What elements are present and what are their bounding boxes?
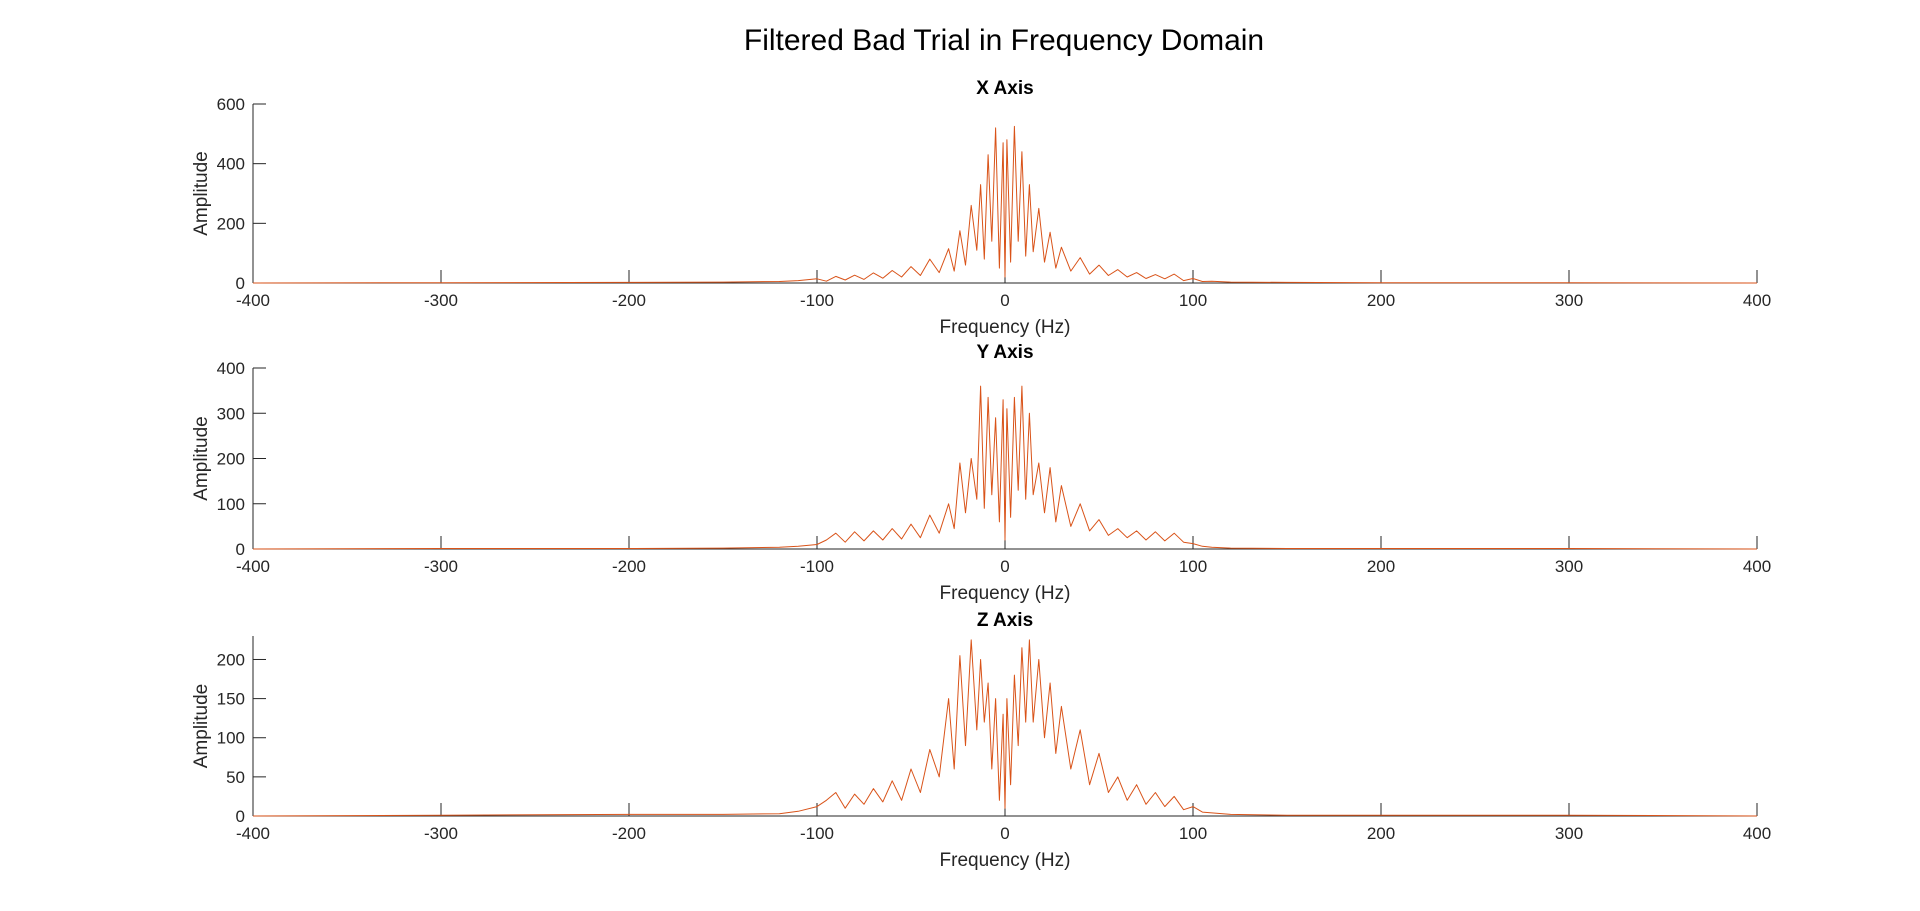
subplot-title: Y Axis bbox=[976, 342, 1033, 363]
x-tick-label: 0 bbox=[1000, 291, 1009, 310]
subplots: X Axis -400 -300 -200 -100 0 100 200 300 400 0 200 4… bbox=[191, 78, 1771, 871]
x-tick-label: 200 bbox=[1367, 824, 1395, 843]
x-tick-label: -300 bbox=[424, 824, 458, 843]
x-tick-label: -400 bbox=[236, 824, 270, 843]
subplot-title: X Axis bbox=[976, 78, 1033, 99]
x-tick-label: -400 bbox=[236, 557, 270, 576]
y-tick-label: 200 bbox=[217, 214, 245, 233]
x-tick-label: 200 bbox=[1367, 291, 1395, 310]
x-tick-label: 300 bbox=[1555, 557, 1583, 576]
x-tick-label: 100 bbox=[1179, 824, 1207, 843]
x-tick-label: 0 bbox=[1000, 824, 1009, 843]
x-tick-label: -200 bbox=[612, 557, 646, 576]
y-tick-label: 0 bbox=[236, 807, 245, 826]
y-axis-label: Amplitude bbox=[191, 684, 212, 769]
x-tick-label: 300 bbox=[1555, 824, 1583, 843]
x-tick-label: -100 bbox=[800, 824, 834, 843]
z-amplitude-spectrum-line bbox=[252, 639, 1758, 817]
z-axis-subplot: Z Axis -400 -300 -200 -100 0 100 200 300 400 0 50 10… bbox=[191, 610, 1771, 871]
subplot-title: Z Axis bbox=[977, 610, 1033, 631]
x-tick-label: 0 bbox=[1000, 557, 1009, 576]
x-tick-label: -300 bbox=[424, 291, 458, 310]
y-amplitude-spectrum-line bbox=[252, 385, 1758, 550]
x-tick-label: 400 bbox=[1743, 557, 1771, 576]
x-axis-subplot: X Axis -400 -300 -200 -100 0 100 200 300 400 0 200 4… bbox=[191, 78, 1771, 338]
x-tick-label: 400 bbox=[1743, 824, 1771, 843]
x-tick-label: -400 bbox=[236, 291, 270, 310]
y-tick-label: 400 bbox=[217, 359, 245, 378]
y-axis-label: Amplitude bbox=[191, 416, 212, 501]
y-tick-label: 100 bbox=[217, 495, 245, 514]
y-tick-label: 0 bbox=[236, 274, 245, 293]
x-axis-label: Frequency (Hz) bbox=[940, 850, 1071, 871]
x-tick-label: 400 bbox=[1743, 291, 1771, 310]
x-tick-label: 100 bbox=[1179, 291, 1207, 310]
x-tick-label: -100 bbox=[800, 557, 834, 576]
x-amplitude-spectrum-line bbox=[252, 125, 1758, 284]
x-axis-label: Frequency (Hz) bbox=[940, 317, 1071, 338]
x-tick-label: -100 bbox=[800, 291, 834, 310]
y-tick-label: 300 bbox=[217, 404, 245, 423]
x-tick-label: 200 bbox=[1367, 557, 1395, 576]
x-tick-label: -300 bbox=[424, 557, 458, 576]
y-tick-label: 200 bbox=[217, 450, 245, 469]
figure-title: Filtered Bad Trial in Frequency Domain bbox=[744, 24, 1264, 57]
y-tick-label: 50 bbox=[226, 768, 245, 787]
x-tick-label: 300 bbox=[1555, 291, 1583, 310]
y-tick-label: 200 bbox=[217, 650, 245, 669]
x-tick-label: -200 bbox=[612, 824, 646, 843]
y-tick-label: 400 bbox=[217, 155, 245, 174]
x-tick-label: 100 bbox=[1179, 557, 1207, 576]
y-tick-label: 100 bbox=[217, 729, 245, 748]
y-tick-label: 150 bbox=[217, 690, 245, 709]
x-axis-label: Frequency (Hz) bbox=[940, 583, 1071, 604]
y-tick-label: 0 bbox=[236, 540, 245, 559]
y-axis-subplot: Y Axis -400 -300 -200 -100 0 100 200 300 400 0 100 2… bbox=[191, 342, 1771, 604]
y-axis-label: Amplitude bbox=[191, 151, 212, 236]
x-tick-label: -200 bbox=[612, 291, 646, 310]
y-tick-label: 600 bbox=[217, 95, 245, 114]
